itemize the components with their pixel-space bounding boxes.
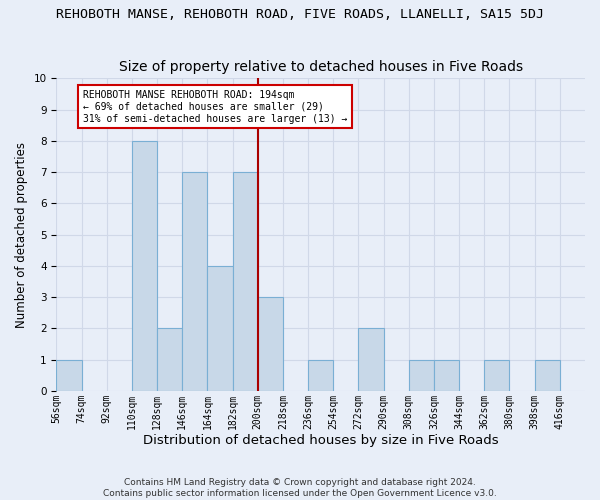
Text: Contains HM Land Registry data © Crown copyright and database right 2024.
Contai: Contains HM Land Registry data © Crown c… — [103, 478, 497, 498]
Bar — [208, 266, 233, 391]
Bar — [182, 172, 208, 391]
Bar — [308, 360, 333, 391]
Bar — [409, 360, 434, 391]
Bar — [434, 360, 459, 391]
Bar — [132, 141, 157, 391]
Text: REHOBOTH MANSE, REHOBOTH ROAD, FIVE ROADS, LLANELLI, SA15 5DJ: REHOBOTH MANSE, REHOBOTH ROAD, FIVE ROAD… — [56, 8, 544, 20]
Bar — [358, 328, 383, 391]
Bar — [233, 172, 258, 391]
Text: REHOBOTH MANSE REHOBOTH ROAD: 194sqm
← 69% of detached houses are smaller (29)
3: REHOBOTH MANSE REHOBOTH ROAD: 194sqm ← 6… — [83, 90, 347, 124]
Bar — [258, 297, 283, 391]
Bar — [484, 360, 509, 391]
Bar — [535, 360, 560, 391]
Y-axis label: Number of detached properties: Number of detached properties — [15, 142, 28, 328]
Bar — [157, 328, 182, 391]
X-axis label: Distribution of detached houses by size in Five Roads: Distribution of detached houses by size … — [143, 434, 499, 448]
Title: Size of property relative to detached houses in Five Roads: Size of property relative to detached ho… — [119, 60, 523, 74]
Bar — [56, 360, 82, 391]
